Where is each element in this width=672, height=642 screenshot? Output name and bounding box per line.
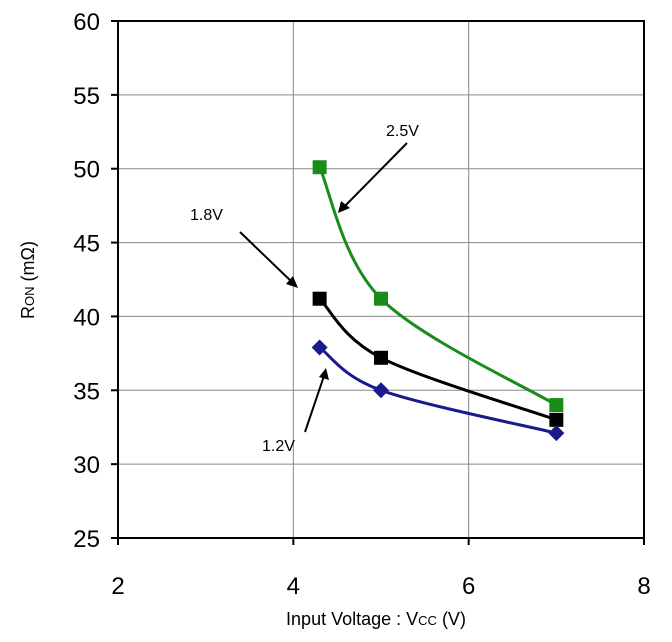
y-tick-label: 50 xyxy=(73,157,100,184)
y-tick-label: 45 xyxy=(73,231,100,258)
data-point xyxy=(548,425,565,442)
annotation-arrow-1-2v xyxy=(304,372,326,433)
y-tick-label: 35 xyxy=(73,378,100,405)
y-tick-label: 40 xyxy=(73,304,100,331)
annotations: 2.5V 1.8V 1.2V xyxy=(190,123,419,455)
y-tick-label: 30 xyxy=(73,452,100,479)
data-point xyxy=(373,382,389,399)
data-point xyxy=(312,291,327,306)
series-layer xyxy=(311,160,565,442)
series-line xyxy=(318,346,557,435)
x-tick-label: 6 xyxy=(462,573,475,600)
y-tick-label: 25 xyxy=(73,526,100,553)
series-line xyxy=(318,166,558,407)
gridlines xyxy=(118,21,644,538)
annotation-label-2-5v: 2.5V xyxy=(386,123,419,140)
y-tick-label: 55 xyxy=(73,83,100,110)
data-point xyxy=(549,412,564,427)
annotation-arrowhead-1-8v xyxy=(286,276,298,288)
annotation-arrowhead-1-2v xyxy=(319,368,329,380)
x-axis-ticks: 2 4 6 8 xyxy=(111,538,651,600)
annotation-label-1-8v: 1.8V xyxy=(190,207,223,224)
data-point xyxy=(549,398,564,413)
x-tick-label: 8 xyxy=(637,573,650,600)
series-1-2v xyxy=(311,339,565,442)
x-axis-label: Input Voltage : VCC (V) xyxy=(286,609,466,629)
annotation-arrow-2-5v xyxy=(341,142,408,210)
annotation-arrow-1-8v xyxy=(239,231,295,285)
series-2-5v xyxy=(312,160,564,413)
annotation-arrowhead-2-5v xyxy=(338,201,350,213)
x-tick-label: 2 xyxy=(111,573,124,600)
data-point xyxy=(312,160,327,175)
y-tick-label: 60 xyxy=(73,9,100,36)
y-axis-label: RON (mΩ) xyxy=(18,241,38,319)
data-point xyxy=(374,291,388,306)
plot-frame xyxy=(117,20,645,539)
y-axis-ticks: 25 30 35 40 45 50 55 60 xyxy=(73,9,118,553)
series-line xyxy=(318,297,557,422)
annotation-label-1-2v: 1.2V xyxy=(262,438,295,455)
series-1-8v xyxy=(312,291,564,427)
data-point xyxy=(311,339,328,356)
data-point xyxy=(374,350,388,365)
x-tick-label: 4 xyxy=(287,573,300,600)
